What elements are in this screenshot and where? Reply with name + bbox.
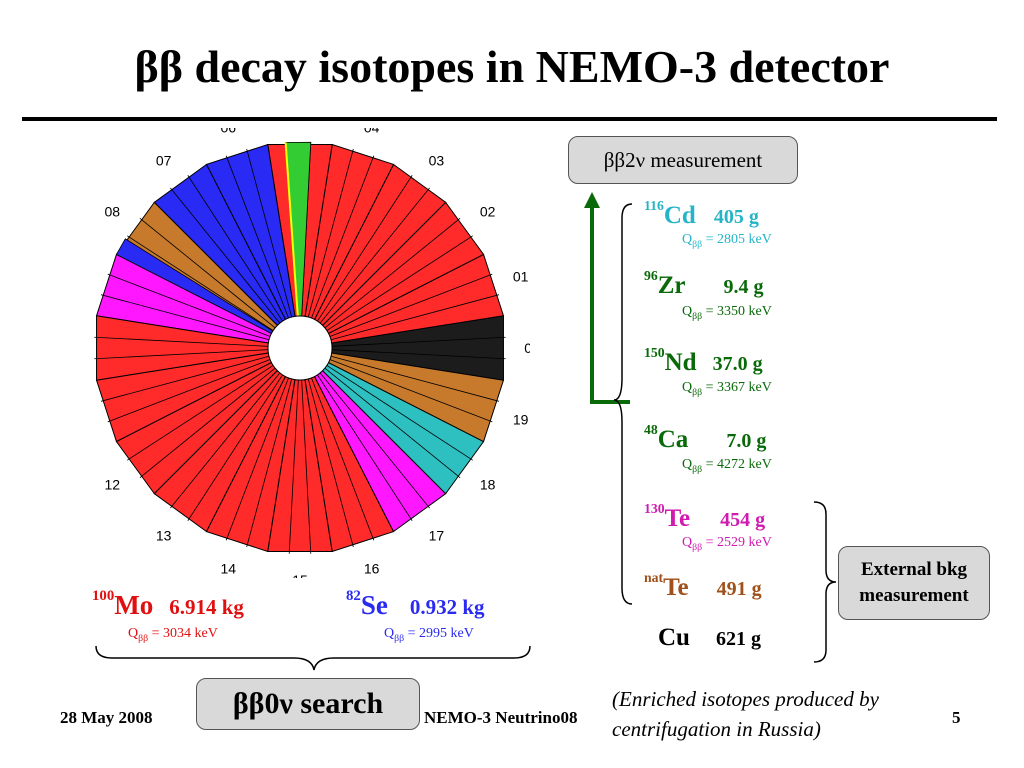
isotope-ca-label: 48Ca 7.0 g xyxy=(644,422,767,454)
bb2nu-measurement-box: ββ2ν measurement xyxy=(568,136,798,184)
sector-label-13: 13 xyxy=(156,528,172,544)
sector-division xyxy=(288,379,299,554)
detector-sector-wheel: 0001020304050607080910111213141516171819 xyxy=(94,128,530,578)
sector-label-15: 15 xyxy=(292,572,308,578)
green-arrow-line xyxy=(590,202,630,404)
sector-division xyxy=(311,155,375,319)
sector-division xyxy=(307,378,354,548)
sector-label-06: 06 xyxy=(221,128,237,135)
tenat-mass: 491 g xyxy=(716,578,762,601)
sector-division xyxy=(331,349,506,360)
te130-q-value: Qββ = 2529 keV xyxy=(682,535,772,553)
sector-division xyxy=(311,377,375,541)
sector-label-08: 08 xyxy=(105,204,121,220)
te130-mass: 454 g xyxy=(720,509,766,532)
sector-division xyxy=(319,372,430,509)
sector-division xyxy=(301,379,312,554)
nd-mass: 37.0 g xyxy=(712,353,763,376)
bb0nu-search-box: ββ0ν search xyxy=(196,678,420,730)
cu-label: Cu 621 g xyxy=(658,624,761,651)
mo-q-value: Qββ = 3034 keV xyxy=(128,626,218,644)
isotope-mo-label: 100Mo 6.914 kg xyxy=(92,588,244,621)
enrichment-note: (Enriched isotopes produced by centrifug… xyxy=(612,687,879,741)
cd-q-value: Qββ = 2805 keV xyxy=(682,232,772,250)
sector-division xyxy=(100,355,270,402)
sector-division xyxy=(139,218,276,329)
slide-title: ββ decay isotopes in NEMO-3 detector xyxy=(134,41,890,92)
nd-q-value: Qββ = 3367 keV xyxy=(682,380,772,398)
footer-date: 28 May 2008 xyxy=(60,708,153,727)
sector-division xyxy=(326,365,473,461)
left-curly-brace xyxy=(613,203,633,605)
isotope-te-nat-label: natTe 491 g xyxy=(644,570,762,602)
sector-division xyxy=(139,367,276,478)
sector-division xyxy=(307,148,354,318)
cd-symbol: 116Cd xyxy=(644,198,696,230)
sector-label-14: 14 xyxy=(221,561,237,577)
bb2nu-bracket-graphic xyxy=(584,192,633,605)
sector-division xyxy=(329,273,493,337)
footer-conference: NEMO-3 Neutrino08 xyxy=(424,708,578,727)
sector-division xyxy=(324,218,461,329)
sector-division xyxy=(187,374,283,521)
sector-division xyxy=(246,148,293,318)
sector-label-04: 04 xyxy=(364,128,380,135)
sector-division xyxy=(107,359,271,423)
sector-division xyxy=(127,235,274,331)
isotope-zr-label: 96Zr 9.4 g xyxy=(644,268,764,300)
sector-division xyxy=(94,349,269,360)
sector-division xyxy=(225,155,289,319)
sector-division xyxy=(94,336,269,347)
sector-label-02: 02 xyxy=(480,204,496,220)
sector-division xyxy=(127,365,274,461)
sector-division xyxy=(170,372,281,509)
sector-division xyxy=(330,355,500,402)
sector-label-19: 19 xyxy=(513,412,529,428)
isotope-nd-label: 150Nd 37.0 g xyxy=(644,345,763,377)
title-divider xyxy=(22,117,997,121)
ca-mass: 7.0 g xyxy=(726,430,767,453)
sector-label-00: 00 xyxy=(524,340,530,356)
wheel-center-hole xyxy=(267,315,333,381)
green-arrow-head xyxy=(584,192,600,208)
sector-label-12: 12 xyxy=(105,476,121,492)
sector-division xyxy=(329,359,493,423)
zr-q-value: Qββ = 3350 keV xyxy=(682,304,772,322)
sector-division xyxy=(107,273,271,337)
se-q-value: Qββ = 2995 keV xyxy=(384,626,474,644)
cd-mass: 405 g xyxy=(713,206,759,229)
sector-label-03: 03 xyxy=(429,152,445,168)
sector-division xyxy=(331,336,506,347)
sector-division xyxy=(324,367,461,478)
sector-division xyxy=(317,175,413,322)
page-number: 5 xyxy=(952,708,961,727)
mo-mass: 6.914 kg xyxy=(169,595,244,620)
sector-division xyxy=(330,294,500,341)
sector-05-yellow-line xyxy=(284,142,299,317)
sector-division xyxy=(100,294,270,341)
isotope-se-label: 82Se 0.932 kg xyxy=(346,588,485,621)
sector-division xyxy=(326,235,473,331)
sector-label-07: 07 xyxy=(156,152,172,168)
ca-q-value: Qββ = 4272 keV xyxy=(682,457,772,475)
sector-label-01: 01 xyxy=(513,268,529,284)
sector-label-18: 18 xyxy=(480,476,496,492)
external-bkg-box: External bkg measurement xyxy=(838,546,990,620)
isotope-cd-label: 116Cd 405 g xyxy=(644,198,759,230)
sector-label-16: 16 xyxy=(364,561,380,577)
sector-label-17: 17 xyxy=(429,528,445,544)
external-bkg-brace xyxy=(813,501,837,663)
sector-division xyxy=(170,187,281,324)
sector-division xyxy=(317,374,413,521)
zr-mass: 9.4 g xyxy=(723,276,764,299)
isotope-te130-label: 130Te 454 g xyxy=(644,501,766,533)
sector-division xyxy=(225,377,289,541)
sector-division xyxy=(319,187,430,324)
bottom-curly-brace xyxy=(95,645,531,671)
sector-division xyxy=(246,378,293,548)
cu-mass: 621 g xyxy=(715,628,761,650)
sector-division xyxy=(187,175,283,322)
se-mass: 0.932 kg xyxy=(409,595,485,620)
